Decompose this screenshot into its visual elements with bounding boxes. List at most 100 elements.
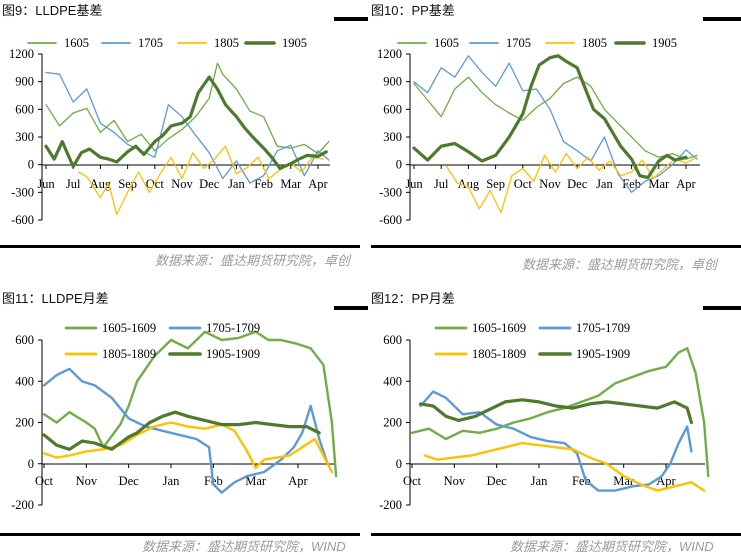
legend-label: 1605: [64, 36, 89, 50]
title-accent-bar: [703, 17, 741, 21]
x-tick-label: Jan: [163, 474, 180, 488]
series-line: [419, 390, 693, 492]
legend-label: 1805: [582, 36, 607, 50]
panel-title: 图10：PP基差: [371, 3, 455, 18]
y-tick-label: 600: [383, 102, 402, 116]
y-tick-label: 0: [28, 158, 34, 172]
x-tick-label: Jan: [531, 474, 548, 488]
y-tick-label: 0: [28, 457, 34, 471]
x-tick-label: Jun: [405, 177, 423, 191]
source-note: 数据来源：盛达期货研究院，WIND: [510, 539, 714, 554]
x-tick-label: Apr: [308, 177, 328, 191]
x-tick-label: Feb: [622, 177, 641, 191]
legend-label: 1605-1609: [472, 321, 526, 335]
x-tick-label: Dec: [567, 177, 588, 191]
x-tick-label: Oct: [514, 177, 533, 191]
legend-label: 1805-1809: [102, 347, 156, 361]
series-line: [44, 75, 328, 170]
x-tick-label: Mar: [648, 177, 670, 191]
x-tick-label: Oct: [403, 474, 422, 488]
title-accent-bar: [334, 306, 368, 310]
series-line: [45, 62, 330, 155]
legend-label: 1905-1909: [576, 347, 630, 361]
series-line: [42, 421, 334, 474]
series-line: [45, 71, 330, 184]
x-tick-label: Feb: [572, 474, 591, 488]
x-tick-label: Mar: [245, 474, 267, 488]
y-tick-label: -200: [379, 498, 402, 512]
source-note: 数据来源：盛达期货研究院，卓创: [522, 257, 718, 272]
title-accent-bar: [334, 17, 368, 21]
y-tick-label: 600: [15, 102, 34, 116]
series-line: [412, 54, 688, 180]
y-tick-label: 900: [383, 75, 402, 89]
x-tick-label: Nov: [171, 177, 193, 191]
legend-label: 1805-1809: [472, 347, 526, 361]
y-tick-label: 200: [383, 416, 402, 430]
x-tick-label: Sep: [486, 177, 505, 191]
y-tick-label: 900: [15, 75, 34, 89]
x-tick-label: Mar: [280, 177, 302, 191]
y-tick-label: 0: [396, 158, 402, 172]
x-tick-label: Jun: [37, 177, 55, 191]
y-tick-label: -300: [11, 185, 34, 199]
x-tick-label: Nov: [444, 474, 466, 488]
y-tick-label: -300: [379, 185, 402, 199]
separator-rule: [0, 533, 360, 536]
x-tick-label: Nov: [539, 177, 561, 191]
x-tick-label: Nov: [76, 474, 98, 488]
separator-rule: [0, 245, 360, 248]
series-line: [413, 76, 698, 160]
x-tick-label: Apr: [288, 474, 308, 488]
panel-title: 图9：LLDPE基差: [2, 3, 103, 18]
legend-label: 1905: [652, 36, 677, 50]
legend-label: 1905-1909: [206, 347, 260, 361]
y-tick-label: 300: [15, 130, 34, 144]
legend-label: 1705-1709: [206, 321, 260, 335]
legend-label: 1605: [434, 36, 459, 50]
legend-label: 1705: [138, 36, 163, 50]
x-tick-label: Mar: [613, 474, 635, 488]
x-tick-label: Jul: [434, 177, 449, 191]
legend-label: 1705-1709: [576, 321, 630, 335]
series-line: [42, 330, 338, 478]
legend-label: 1605-1609: [102, 321, 156, 335]
x-tick-label: Feb: [254, 177, 273, 191]
source-note: 数据来源：盛达期货研究院，WIND: [142, 539, 346, 554]
x-tick-label: Jan: [596, 177, 613, 191]
x-tick-label: Dec: [199, 177, 220, 191]
x-tick-label: Jul: [66, 177, 81, 191]
series-line: [423, 441, 706, 492]
separator-rule: [371, 533, 741, 536]
x-tick-label: Apr: [676, 177, 696, 191]
panel-title: 图11：LLDPE月差: [2, 291, 109, 306]
series-line: [42, 367, 329, 494]
legend-label: 1905: [282, 36, 307, 50]
separator-rule: [371, 245, 741, 248]
x-tick-label: Sep: [118, 177, 137, 191]
series-line: [410, 347, 710, 478]
title-accent-bar: [703, 306, 741, 310]
source-note: 数据来源：盛达期货研究院，卓创: [155, 253, 351, 268]
x-tick-label: Oct: [35, 474, 54, 488]
series-line: [42, 410, 321, 451]
panel-title: 图12：PP月差: [371, 291, 455, 306]
series-line: [445, 152, 698, 214]
x-tick-label: Aug: [458, 177, 480, 191]
x-tick-label: Dec: [487, 474, 508, 488]
y-tick-label: 1200: [377, 47, 402, 61]
y-tick-label: 300: [383, 130, 402, 144]
x-tick-label: Jan: [228, 177, 245, 191]
y-tick-label: 400: [383, 374, 402, 388]
legend-label: 1705: [506, 36, 531, 50]
y-tick-label: 1200: [9, 47, 34, 61]
x-tick-label: Oct: [146, 177, 165, 191]
y-tick-label: 600: [383, 333, 402, 347]
y-tick-label: 600: [15, 333, 34, 347]
y-tick-label: -600: [379, 213, 402, 227]
x-tick-label: Dec: [119, 474, 140, 488]
series-line: [413, 55, 698, 193]
y-tick-label: 200: [15, 416, 34, 430]
y-tick-label: 400: [15, 374, 34, 388]
